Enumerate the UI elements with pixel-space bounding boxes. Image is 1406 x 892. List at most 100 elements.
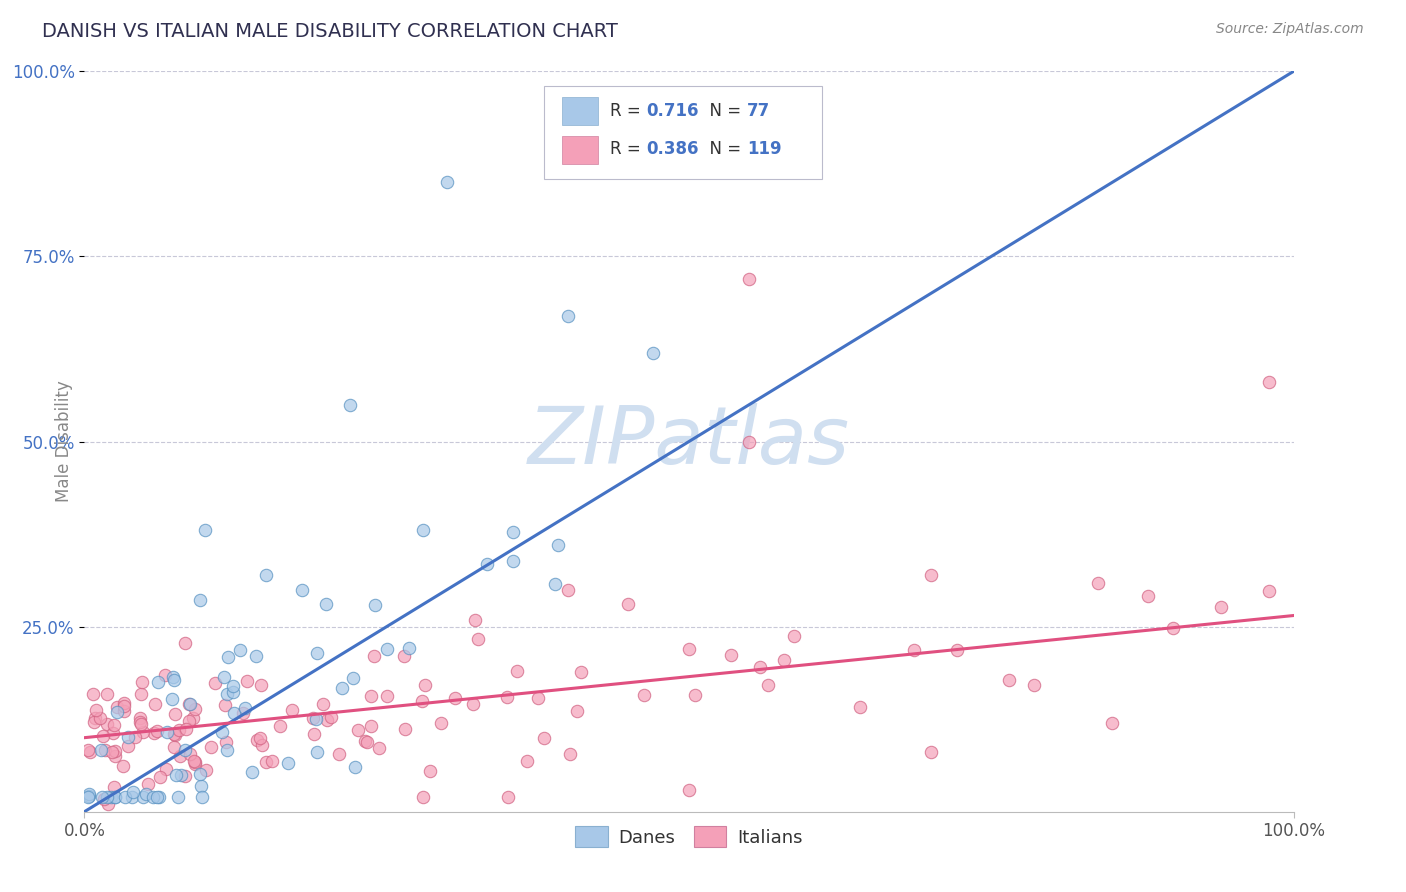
Point (246, 732, 269, 747)
Point (997, 673, 1019, 687)
Point (368, 740, 391, 755)
Text: 77: 77 (747, 102, 770, 120)
Point (354, 734, 377, 748)
Point (188, 767, 211, 781)
Point (174, 722, 197, 736)
Point (738, 434, 761, 449)
Point (132, 724, 155, 739)
Point (211, 725, 233, 739)
Point (112, 699, 135, 714)
Point (221, 685, 243, 699)
Point (252, 739, 274, 753)
Point (124, 730, 146, 744)
Point (117, 739, 139, 753)
Point (260, 755, 283, 769)
Point (173, 636, 195, 650)
Point (156, 725, 179, 739)
Point (148, 789, 170, 804)
Point (90, 789, 112, 804)
FancyBboxPatch shape (544, 87, 823, 178)
Point (496, 789, 519, 804)
Point (195, 763, 218, 777)
Point (217, 650, 239, 665)
Point (316, 713, 339, 727)
Point (105, 706, 128, 720)
Point (77, 787, 100, 801)
Point (100, 789, 122, 804)
Point (153, 668, 176, 682)
Point (190, 779, 212, 793)
Point (641, 345, 664, 359)
Point (375, 642, 398, 657)
Point (222, 679, 245, 693)
Point (302, 726, 325, 740)
Point (163, 727, 186, 741)
Point (849, 699, 872, 714)
Text: DANISH VS ITALIAN MALE DISABILITY CORRELATION CHART: DANISH VS ITALIAN MALE DISABILITY CORREL… (42, 22, 619, 41)
Point (181, 710, 204, 724)
Point (82, 687, 104, 701)
Point (93, 791, 115, 805)
Point (412, 524, 434, 538)
Point (167, 789, 190, 804)
Point (142, 789, 165, 804)
Point (748, 660, 770, 674)
Point (307, 646, 329, 660)
Point (204, 676, 226, 690)
Point (129, 711, 152, 725)
Point (121, 789, 143, 804)
Text: R =: R = (610, 140, 647, 158)
Point (169, 749, 191, 764)
Point (547, 538, 569, 552)
Point (516, 754, 538, 768)
Point (311, 697, 333, 711)
Point (143, 698, 166, 712)
Point (77, 789, 100, 804)
Point (129, 717, 152, 731)
Point (280, 703, 302, 717)
Point (79, 746, 101, 760)
Point (103, 780, 125, 794)
Point (105, 699, 128, 714)
Point (100, 745, 122, 759)
Point (678, 782, 700, 797)
Point (111, 759, 134, 773)
Point (356, 735, 378, 749)
Point (155, 762, 177, 776)
Point (250, 678, 273, 692)
Point (96, 717, 118, 731)
Point (170, 768, 193, 782)
Point (502, 525, 524, 540)
Point (720, 648, 742, 662)
Point (1161, 621, 1184, 635)
Point (146, 789, 169, 804)
Point (1101, 715, 1123, 730)
Point (339, 398, 361, 412)
Point (183, 756, 205, 771)
Point (112, 704, 135, 718)
Point (84, 703, 107, 717)
Point (117, 730, 139, 744)
Text: 119: 119 (747, 140, 782, 158)
Point (1022, 678, 1045, 692)
Point (194, 524, 217, 538)
Point (232, 706, 254, 720)
Point (91, 729, 114, 743)
Point (633, 689, 655, 703)
Point (773, 653, 796, 667)
Point (184, 702, 207, 716)
Point (129, 687, 152, 701)
Text: 0.386: 0.386 (647, 140, 699, 158)
Point (557, 309, 579, 323)
Point (103, 789, 125, 804)
Point (179, 747, 201, 761)
Point (315, 598, 337, 612)
Point (567, 704, 589, 718)
Point (104, 749, 127, 764)
Point (97, 797, 120, 811)
Point (217, 687, 239, 701)
Point (1137, 589, 1160, 603)
Point (254, 755, 277, 769)
Point (560, 747, 582, 761)
Point (496, 690, 519, 705)
